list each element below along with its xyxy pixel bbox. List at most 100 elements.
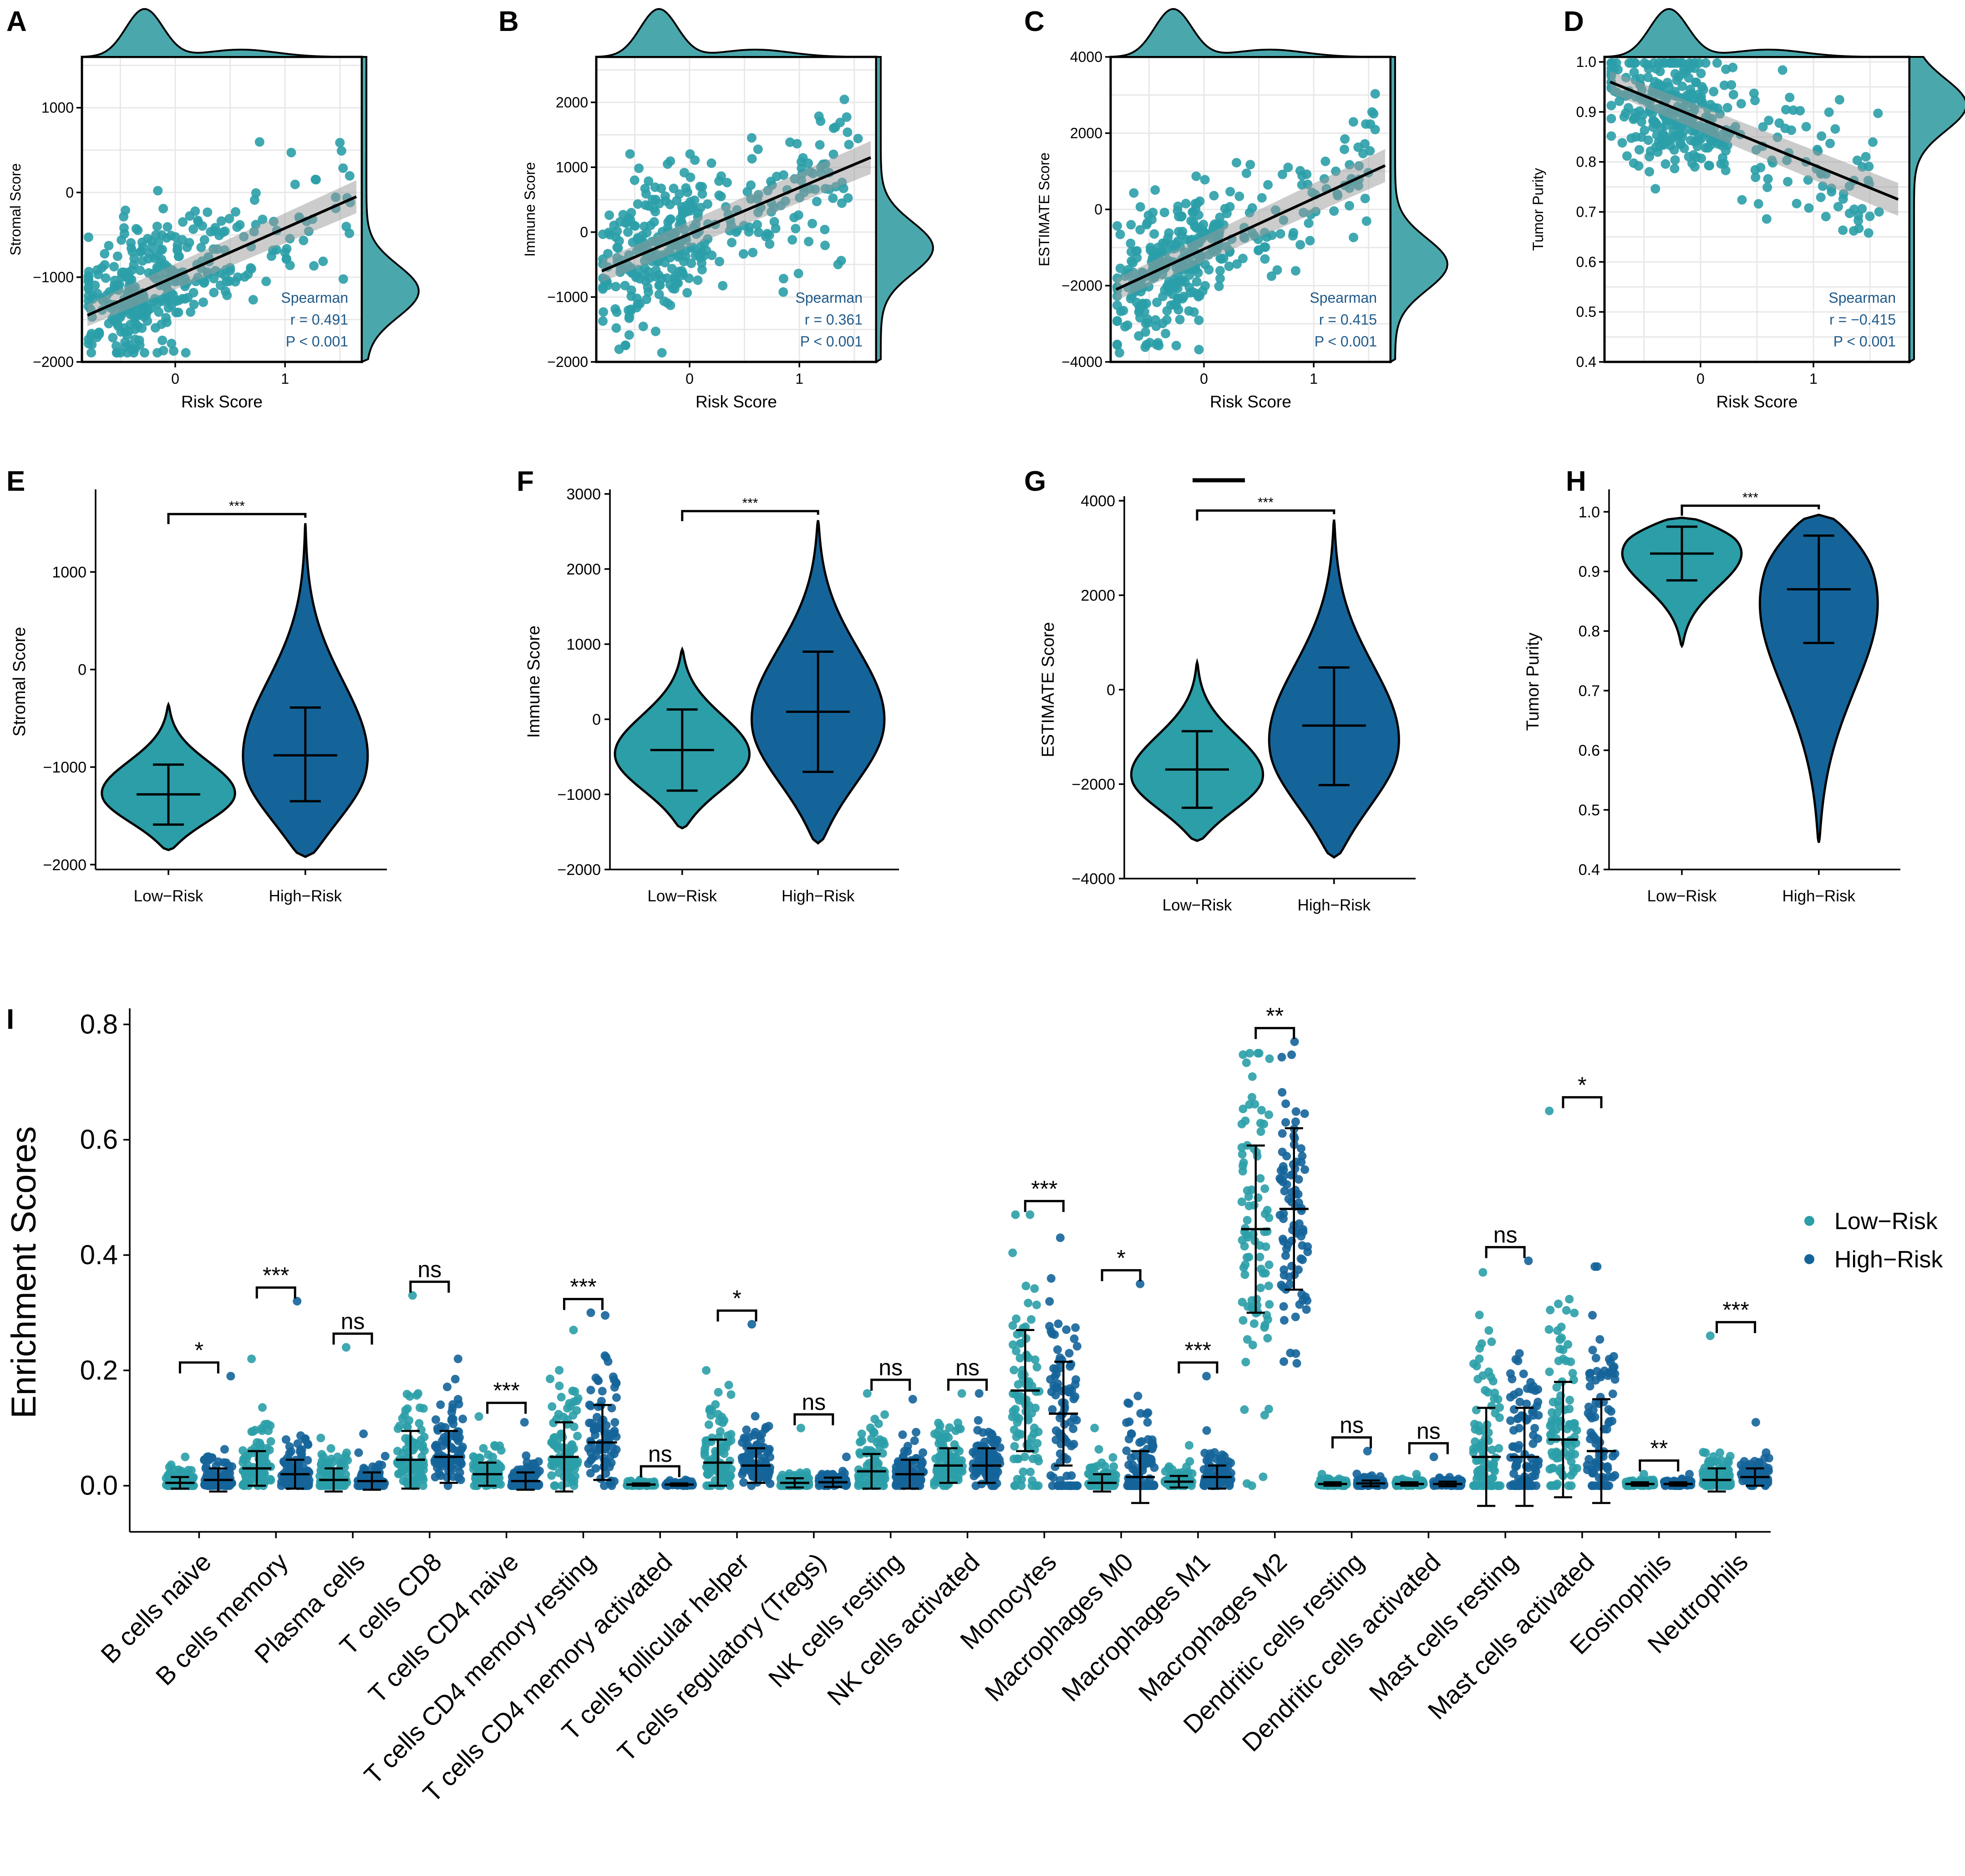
- data-point: [604, 1357, 613, 1366]
- data-point: [1353, 142, 1363, 152]
- data-point: [706, 1404, 715, 1413]
- data-point: [682, 288, 692, 298]
- data-point: [1115, 229, 1125, 239]
- data-point: [1265, 1300, 1274, 1309]
- data-point: [157, 336, 168, 346]
- data-point: [1090, 1424, 1099, 1433]
- data-point: [1143, 318, 1153, 328]
- data-point: [696, 203, 706, 213]
- significance-label: *: [195, 1337, 203, 1363]
- data-point: [1290, 1037, 1299, 1046]
- data-point: [757, 1429, 767, 1439]
- data-point: [751, 1412, 760, 1421]
- y-tick-label: −2000: [547, 354, 588, 370]
- stat-r: r = 0.491: [290, 311, 348, 328]
- data-point: [702, 1481, 711, 1490]
- data-point: [586, 1308, 595, 1317]
- data-point: [1202, 1426, 1211, 1435]
- y-tick-label: 1000: [52, 564, 86, 581]
- data-point: [1777, 65, 1787, 75]
- data-point: [605, 230, 615, 240]
- data-point: [1296, 1144, 1305, 1153]
- data-point: [1185, 1441, 1194, 1450]
- data-point: [125, 320, 135, 330]
- stat-r: r = 0.415: [1319, 311, 1377, 328]
- data-point: [1240, 1270, 1249, 1279]
- data-point: [836, 255, 846, 265]
- y-tick-label: 0.9: [1576, 104, 1596, 120]
- data-point: [282, 244, 292, 254]
- data-point: [665, 214, 675, 224]
- x-axis-label: Risk Score: [696, 392, 777, 411]
- data-point: [248, 295, 258, 305]
- data-point: [738, 249, 748, 259]
- data-point: [1801, 122, 1811, 132]
- stat-p: P < 0.001: [286, 333, 348, 350]
- significance-bracket: [1024, 1200, 1065, 1212]
- data-point: [1259, 1472, 1268, 1481]
- data-point: [1291, 1312, 1300, 1322]
- data-point: [120, 342, 130, 352]
- data-point: [696, 241, 706, 251]
- data-point: [546, 1374, 555, 1383]
- data-point: [1255, 1252, 1264, 1261]
- data-point: [598, 1387, 607, 1396]
- data-point: [209, 288, 219, 298]
- data-point: [1750, 96, 1760, 106]
- data-point: [1024, 1298, 1033, 1307]
- data-point: [1297, 1206, 1306, 1215]
- y-tick-label: −2000: [43, 856, 87, 874]
- data-point: [979, 1449, 988, 1458]
- data-point: [746, 133, 757, 143]
- data-point: [304, 1440, 313, 1449]
- data-point: [1072, 1481, 1081, 1490]
- significance-label: ***: [493, 1378, 519, 1403]
- y-tick-label: 1.0: [1576, 54, 1596, 70]
- data-point: [1623, 103, 1633, 113]
- data-point: [1032, 1301, 1041, 1310]
- violin-panel-E: Low−Risk High−Risk10000−1000−2000Stromal …: [6, 466, 387, 905]
- data-point: [1670, 155, 1680, 165]
- data-point: [910, 1436, 919, 1445]
- data-point: [1291, 1349, 1300, 1358]
- data-point: [587, 1418, 596, 1428]
- data-point: [254, 137, 264, 147]
- data-point: [1031, 1403, 1040, 1413]
- data-point: [359, 1472, 368, 1481]
- y-tick-label: 0.9: [1579, 563, 1600, 580]
- data-point: [1053, 1345, 1062, 1354]
- data-point: [568, 1386, 577, 1395]
- data-point: [1032, 1363, 1041, 1372]
- data-point: [1340, 144, 1350, 154]
- data-point: [279, 1478, 289, 1487]
- data-point: [224, 276, 234, 286]
- data-point: [1234, 191, 1244, 201]
- data-point: [714, 190, 724, 200]
- data-point: [186, 307, 196, 317]
- data-point: [1281, 1118, 1290, 1127]
- data-point: [1192, 277, 1202, 287]
- data-point: [601, 1311, 610, 1320]
- data-point: [206, 227, 216, 237]
- data-point: [1762, 182, 1772, 192]
- data-point: [135, 265, 145, 275]
- data-point: [854, 1465, 863, 1474]
- data-point: [449, 1472, 458, 1481]
- data-point: [1852, 155, 1862, 165]
- data-point: [1011, 1412, 1021, 1421]
- data-point: [1709, 102, 1719, 112]
- data-point: [199, 235, 209, 245]
- data-point: [241, 1477, 250, 1486]
- data-point: [345, 171, 355, 181]
- data-point: [235, 220, 245, 230]
- data-point: [855, 1438, 864, 1447]
- data-point: [686, 258, 696, 268]
- data-point: [573, 1432, 582, 1441]
- data-point: [857, 1429, 866, 1439]
- data-point: [1142, 219, 1152, 229]
- data-point: [224, 214, 234, 224]
- data-point: [1241, 1357, 1250, 1367]
- y-tick-label: −2000: [1061, 278, 1102, 294]
- data-point: [1669, 120, 1679, 130]
- data-point: [309, 261, 319, 271]
